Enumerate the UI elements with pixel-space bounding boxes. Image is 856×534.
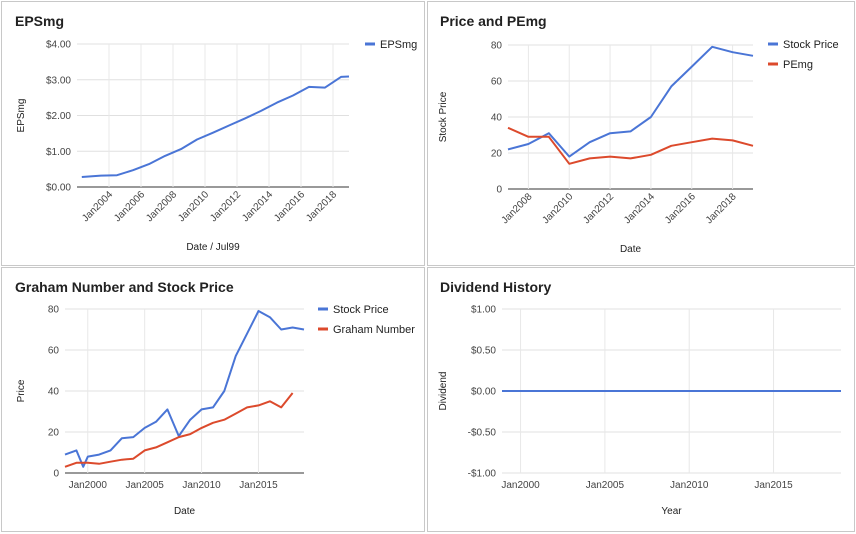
y-tick-label: 60 xyxy=(48,346,60,357)
graham-number-chart-svg: Graham Number and Stock Price 0 20 40 60 80 Ja… xyxy=(2,268,424,531)
x-tick-label: Jan2018 xyxy=(304,189,339,224)
chart-panel-price-pemg: Price and PEmg 0 20 40 60 80 Jan2008 Jan2010 Jan… xyxy=(427,1,855,266)
legend-label: Stock Price xyxy=(783,39,839,51)
series-line-0 xyxy=(82,77,349,178)
x-tick-label: Jan2012 xyxy=(208,189,243,224)
y-tick-label: 20 xyxy=(48,428,60,439)
y-tick-label: 60 xyxy=(491,77,503,88)
x-axis-title: Date xyxy=(174,506,196,517)
x-tick-label: Jan2004 xyxy=(80,189,115,224)
x-tick-label: Jan2000 xyxy=(501,480,540,491)
y-tick-label: 80 xyxy=(48,305,60,316)
x-tick-label: Jan2014 xyxy=(622,191,657,226)
chart-panel-graham-number: Graham Number and Stock Price 0 20 40 60 80 Ja… xyxy=(1,267,425,532)
x-tick-label: Jan2005 xyxy=(586,480,625,491)
x-tick-label: Jan2010 xyxy=(182,480,221,491)
legend-label: Graham Number xyxy=(333,324,415,336)
y-tick-label: -$0.50 xyxy=(468,428,497,439)
y-axis-title: Dividend xyxy=(438,372,449,411)
x-tick-label: Jan2006 xyxy=(112,189,147,224)
y-tick-label: 40 xyxy=(48,387,60,398)
dividend-history-chart-svg: Dividend History -$1.00 -$0.50 $0.00 $0.50 $1… xyxy=(428,268,854,531)
x-tick-label: Jan2010 xyxy=(540,191,575,226)
chart-panel-epsmg: EPSmg $0.00 $1.00 $2.00 $3.00 $4.00 Jan2004 Jan… xyxy=(1,1,425,266)
legend-label: EPSmg xyxy=(380,39,417,51)
y-axis-title: EPSmg xyxy=(16,99,27,133)
x-tick-label: Jan2010 xyxy=(670,480,709,491)
chart-panel-dividend-history: Dividend History -$1.00 -$0.50 $0.00 $0.50 $1… xyxy=(427,267,855,532)
x-axis-title: Date xyxy=(620,244,642,255)
y-tick-label: -$1.00 xyxy=(468,469,497,480)
y-tick-label: 80 xyxy=(491,41,503,52)
y-tick-label: $0.00 xyxy=(46,183,71,194)
x-tick-label: Jan2005 xyxy=(125,480,164,491)
epsmg-chart-svg: EPSmg$0.00$1.00$2.00$3.00$4.00Jan2004Jan… xyxy=(2,2,424,265)
y-tick-label: 20 xyxy=(491,149,503,160)
chart-title: Graham Number and Stock Price xyxy=(15,279,234,295)
series-line-0 xyxy=(508,47,753,157)
legend-label: PEmg xyxy=(783,59,813,71)
x-tick-label: Jan2018 xyxy=(704,191,739,226)
legend-label: Stock Price xyxy=(333,304,389,316)
y-tick-label: $2.00 xyxy=(46,111,71,122)
y-axis-title: Price xyxy=(16,379,27,402)
y-tick-label: 0 xyxy=(496,185,502,196)
y-tick-label: $1.00 xyxy=(46,147,71,158)
series-line-1 xyxy=(508,128,753,164)
y-tick-label: $4.00 xyxy=(46,40,71,51)
chart-title: EPSmg xyxy=(15,13,64,29)
y-tick-label: $0.50 xyxy=(471,346,496,357)
x-tick-label: Jan2015 xyxy=(239,480,278,491)
x-tick-label: Jan2012 xyxy=(581,191,616,226)
chart-title: Dividend History xyxy=(440,279,551,295)
x-tick-label: Jan2000 xyxy=(69,480,108,491)
y-tick-label: 40 xyxy=(491,113,503,124)
x-tick-label: Jan2015 xyxy=(754,480,793,491)
chart-title: Price and PEmg xyxy=(440,13,547,29)
y-tick-label: $0.00 xyxy=(471,387,496,398)
y-axis-title: Stock Price xyxy=(438,91,449,142)
x-tick-label: Jan2008 xyxy=(500,191,535,226)
x-tick-label: Jan2016 xyxy=(272,189,307,224)
x-tick-label: Jan2010 xyxy=(176,189,211,224)
y-tick-label: $1.00 xyxy=(471,305,496,316)
x-axis-title: Year xyxy=(661,506,682,517)
x-tick-label: Jan2014 xyxy=(240,189,275,224)
series-line-0 xyxy=(65,311,304,467)
y-tick-label: 0 xyxy=(53,469,59,480)
x-axis-title: Date / Jul99 xyxy=(186,242,240,253)
x-tick-label: Jan2008 xyxy=(144,189,179,224)
y-tick-label: $3.00 xyxy=(46,75,71,86)
x-tick-label: Jan2016 xyxy=(663,191,698,226)
